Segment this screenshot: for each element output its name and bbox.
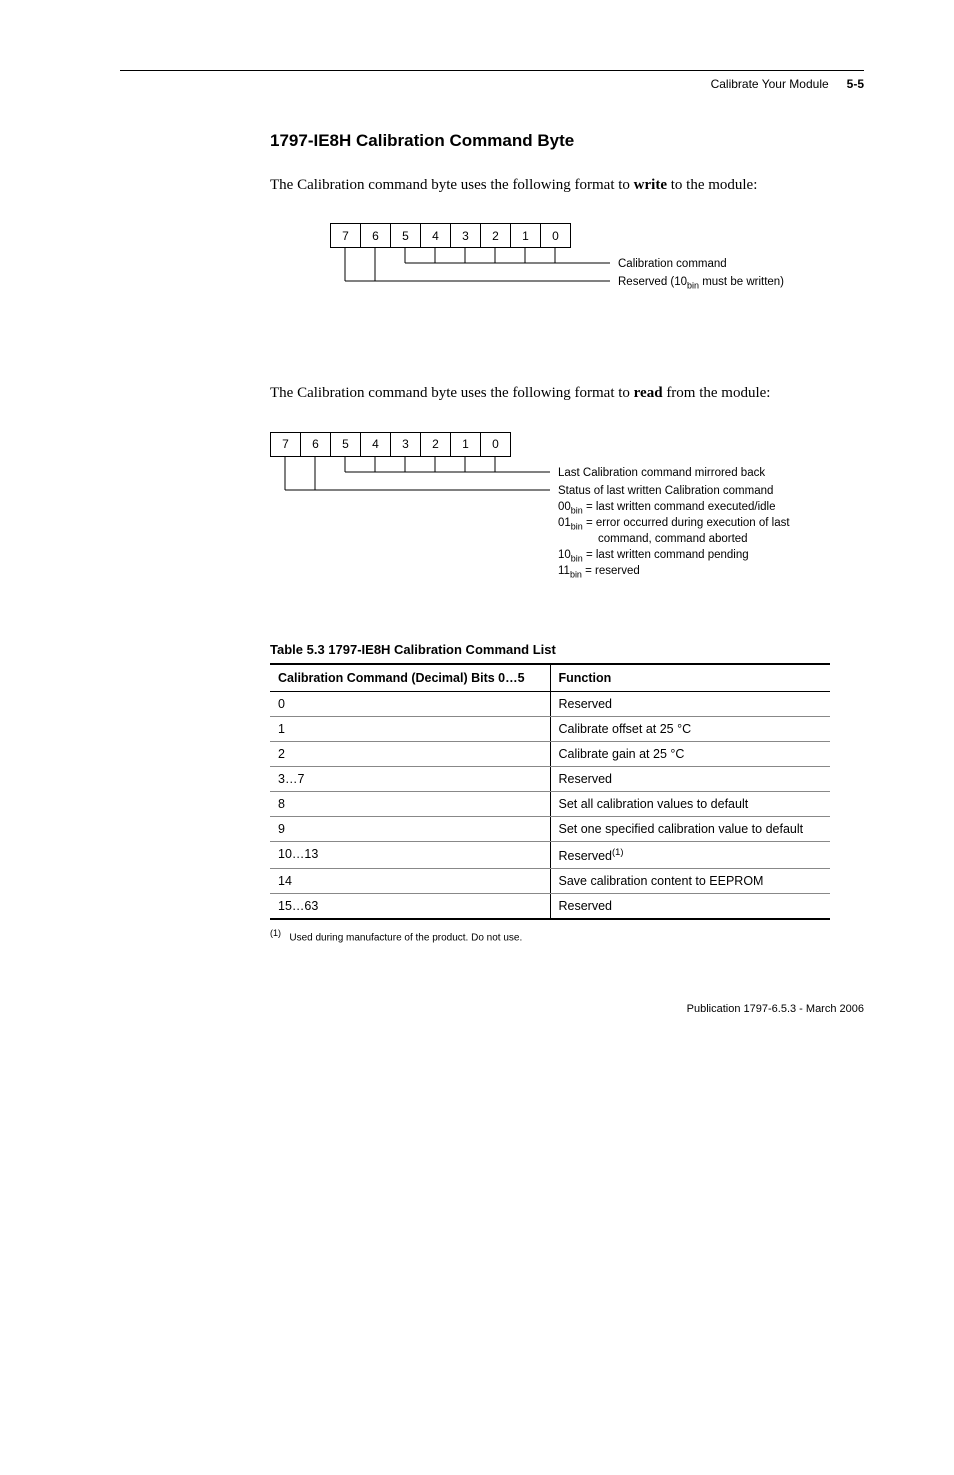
write-intro-post: to the module: — [667, 177, 757, 193]
table-row: 10…13Reserved(1) — [270, 841, 830, 868]
cell: Reserved — [550, 893, 830, 919]
bit-cell: 2 — [481, 224, 511, 248]
header-section: Calibrate Your Module — [711, 77, 829, 91]
header-rule — [120, 70, 864, 71]
bit-cell: 7 — [331, 224, 361, 248]
table-row: 9Set one specified calibration value to … — [270, 816, 830, 841]
write-intro-bold: write — [634, 177, 667, 193]
cell-pre: Reserved — [559, 849, 613, 863]
table-row: 14Save calibration content to EEPROM — [270, 868, 830, 893]
write-ann-2-sub: bin — [687, 281, 699, 291]
read-ann-l3: 10bin = last written command pending — [558, 548, 749, 564]
bit-cell: 3 — [391, 432, 421, 456]
cell: Set one specified calibration value to d… — [550, 816, 830, 841]
header-page: 5-5 — [847, 77, 864, 91]
table-caption: Table 5.3 1797-IE8H Calibration Command … — [270, 642, 864, 657]
table-row: 3…7Reserved — [270, 766, 830, 791]
bit-cell: 6 — [361, 224, 391, 248]
col-header-2: Function — [550, 664, 830, 692]
footnote: (1) Used during manufacture of the produ… — [270, 928, 830, 943]
table-row: 8Set all calibration values to default — [270, 791, 830, 816]
l2-pre: 01 — [558, 517, 571, 529]
write-intro-pre: The Calibration command byte uses the fo… — [270, 177, 634, 193]
write-ann-2: Reserved (10bin must be written) — [618, 275, 784, 291]
publication-footer: Publication 1797-6.5.3 - March 2006 — [120, 1003, 864, 1015]
read-byte-table: 7 6 5 4 3 2 1 0 — [270, 432, 511, 457]
read-intro-bold: read — [634, 385, 663, 401]
footnote-sup: (1) — [270, 928, 281, 938]
read-ann-l1: 00bin = last written command executed/id… — [558, 500, 776, 516]
cell: Save calibration content to EEPROM — [550, 868, 830, 893]
l3-post: = last written command pending — [583, 549, 749, 561]
col-header-1: Calibration Command (Decimal) Bits 0…5 — [270, 664, 550, 692]
read-ann-l4: 11bin = reserved — [558, 564, 640, 580]
table-row: 0Reserved — [270, 691, 830, 716]
write-connectors-svg — [330, 247, 890, 337]
page-header: Calibrate Your Module 5-5 — [120, 77, 864, 91]
table-row: 15…63Reserved — [270, 893, 830, 919]
bit-cell: 0 — [541, 224, 571, 248]
cell: Calibrate offset at 25 °C — [550, 716, 830, 741]
read-intro-pre: The Calibration command byte uses the fo… — [270, 385, 634, 401]
command-list-table: Calibration Command (Decimal) Bits 0…5 F… — [270, 663, 830, 920]
write-ann-1: Calibration command — [618, 257, 727, 273]
l3-pre: 10 — [558, 549, 571, 561]
bit-cell: 1 — [451, 432, 481, 456]
table-row: 1Calibrate offset at 25 °C — [270, 716, 830, 741]
bit-cell: 6 — [301, 432, 331, 456]
write-byte-diagram: 7 6 5 4 3 2 1 0 Calibration command Rese… — [330, 223, 864, 333]
bit-cell: 7 — [271, 432, 301, 456]
l2-post: = error occurred during execution of las… — [583, 517, 790, 529]
l3-sub: bin — [571, 553, 583, 563]
cell: 15…63 — [270, 893, 550, 919]
l1-sub: bin — [571, 505, 583, 515]
footnote-text: Used during manufacture of the product. … — [289, 932, 522, 943]
cell: 3…7 — [270, 766, 550, 791]
write-intro: The Calibration command byte uses the fo… — [270, 175, 830, 195]
cell: 14 — [270, 868, 550, 893]
cell: 0 — [270, 691, 550, 716]
l4-sub: bin — [570, 569, 582, 579]
bit-cell: 5 — [331, 432, 361, 456]
bit-cell: 5 — [391, 224, 421, 248]
read-ann-2: Status of last written Calibration comma… — [558, 484, 773, 500]
bit-cell: 1 — [511, 224, 541, 248]
table-row: 2Calibrate gain at 25 °C — [270, 741, 830, 766]
write-ann-2-post: must be written) — [699, 276, 784, 288]
read-ann-l2: 01bin = error occurred during execution … — [558, 516, 790, 532]
cell: Reserved — [550, 766, 830, 791]
bit-cell: 3 — [451, 224, 481, 248]
bit-cell: 4 — [361, 432, 391, 456]
cell: 8 — [270, 791, 550, 816]
l4-post: = reserved — [582, 565, 640, 577]
cell: Reserved(1) — [550, 841, 830, 868]
read-byte-diagram: 7 6 5 4 3 2 1 0 Last Calibration command… — [270, 432, 864, 612]
bit-cell: 4 — [421, 224, 451, 248]
bit-cell: 0 — [481, 432, 511, 456]
cell: 1 — [270, 716, 550, 741]
cell: 10…13 — [270, 841, 550, 868]
l1-pre: 00 — [558, 501, 571, 513]
write-ann-2-pre: Reserved (10 — [618, 276, 687, 288]
cell: Set all calibration values to default — [550, 791, 830, 816]
cell-sup: (1) — [612, 847, 623, 857]
cell: 9 — [270, 816, 550, 841]
l2-sub: bin — [571, 521, 583, 531]
read-ann-l2-cont: command, command aborted — [598, 532, 748, 548]
l1-post: = last written command executed/idle — [583, 501, 776, 513]
section-title: 1797-IE8H Calibration Command Byte — [270, 131, 864, 151]
cell: Calibrate gain at 25 °C — [550, 741, 830, 766]
write-byte-table: 7 6 5 4 3 2 1 0 — [330, 223, 571, 248]
read-intro-post: from the module: — [663, 385, 771, 401]
cell: 2 — [270, 741, 550, 766]
read-intro: The Calibration command byte uses the fo… — [270, 383, 830, 403]
l4-pre: 11 — [558, 565, 570, 577]
read-ann-1: Last Calibration command mirrored back — [558, 466, 765, 482]
bit-cell: 2 — [421, 432, 451, 456]
cell: Reserved — [550, 691, 830, 716]
